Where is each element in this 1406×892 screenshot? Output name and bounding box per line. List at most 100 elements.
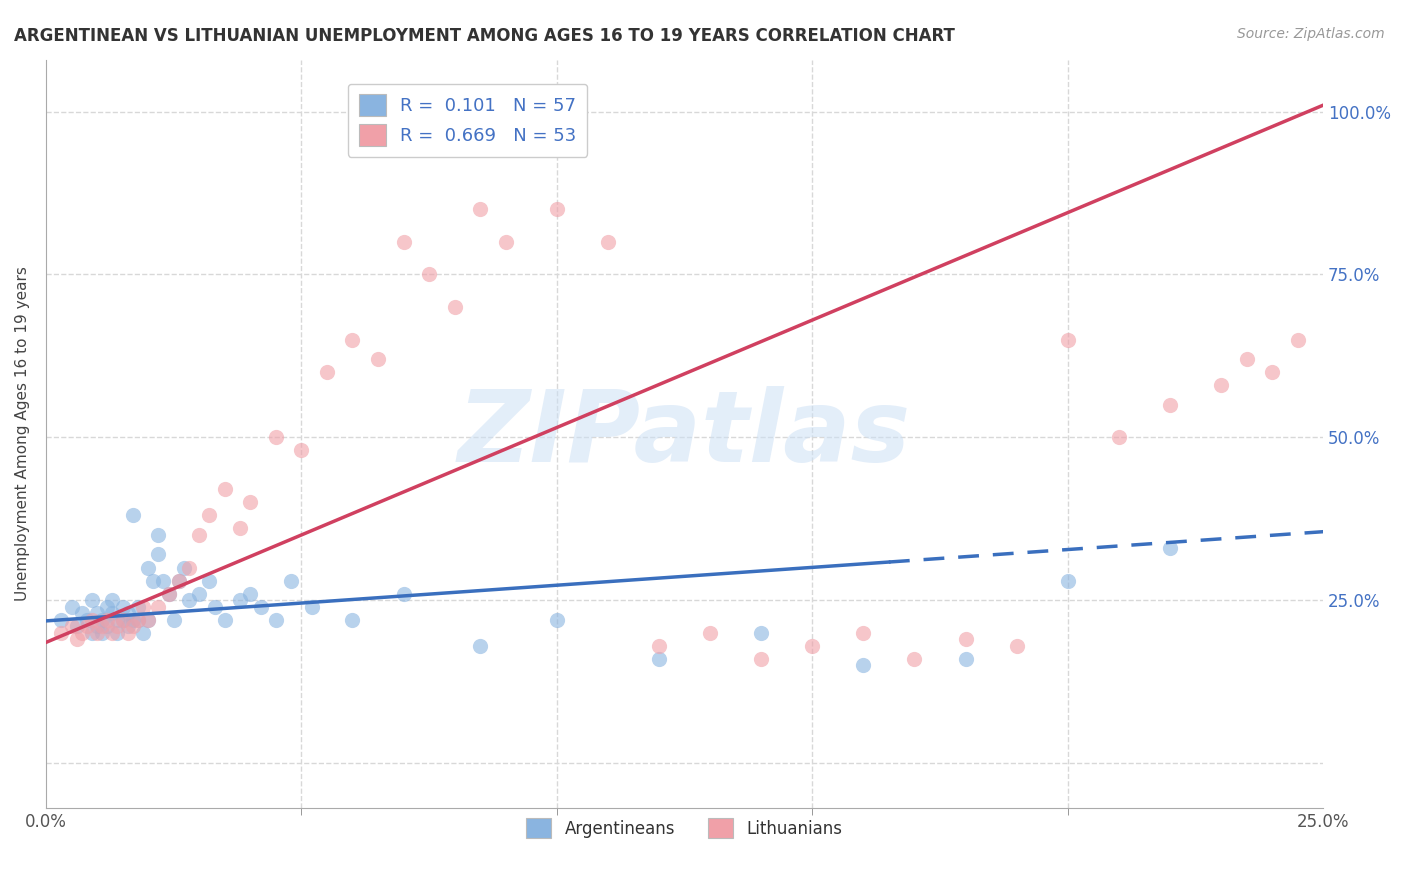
Point (648, 639, 671, 653)
Point (70, 606, 93, 620)
Point (1209, 378, 1232, 392)
Point (367, 352, 389, 367)
Point (188, 528, 211, 542)
Point (198, 574, 221, 588)
Point (51, 613, 73, 627)
Point (1159, 398, 1181, 412)
Point (117, 606, 139, 620)
Point (264, 430, 287, 444)
Point (342, 613, 364, 627)
Point (470, 639, 492, 653)
Point (699, 625, 721, 640)
Point (136, 613, 159, 627)
Point (117, 619, 139, 633)
Point (749, 651, 772, 665)
Point (546, 613, 568, 627)
Point (596, 235, 619, 249)
Text: ARGENTINEAN VS LITHUANIAN UNEMPLOYMENT AMONG AGES 16 TO 19 YEARS CORRELATION CHA: ARGENTINEAN VS LITHUANIAN UNEMPLOYMENT A… (14, 27, 955, 45)
Point (132, 625, 155, 640)
Point (148, 528, 170, 542)
Point (117, 625, 139, 640)
Point (546, 202, 568, 217)
Point (1286, 333, 1309, 347)
Point (157, 586, 180, 600)
Point (96, 599, 118, 614)
Point (1159, 541, 1181, 555)
Point (80, 613, 103, 627)
Point (86, 619, 108, 633)
Point (198, 508, 221, 523)
Point (111, 613, 134, 627)
Point (392, 586, 415, 600)
Point (107, 613, 129, 627)
Point (86, 606, 108, 620)
Point (801, 639, 824, 653)
Point (91, 619, 114, 633)
Point (955, 651, 977, 665)
Point (249, 599, 271, 614)
Text: Source: ZipAtlas.com: Source: ZipAtlas.com (1237, 27, 1385, 41)
Point (214, 613, 236, 627)
Point (51, 625, 73, 640)
Point (443, 300, 465, 314)
Point (1261, 365, 1284, 379)
Point (107, 625, 129, 640)
Point (60, 599, 83, 614)
Point (204, 599, 226, 614)
Point (342, 333, 364, 347)
Point (142, 574, 165, 588)
Point (852, 658, 875, 673)
Point (107, 619, 129, 633)
Point (86, 625, 108, 640)
Point (121, 508, 143, 523)
Point (111, 613, 134, 627)
Point (229, 593, 252, 607)
Point (148, 599, 170, 614)
Point (167, 574, 190, 588)
Point (101, 593, 124, 607)
Point (91, 613, 114, 627)
Point (470, 202, 492, 217)
Point (290, 443, 312, 458)
Legend: Argentineans, Lithuanians: Argentineans, Lithuanians (520, 812, 849, 845)
Point (648, 651, 671, 665)
Point (127, 599, 149, 614)
Point (163, 613, 186, 627)
Point (177, 560, 200, 574)
Point (70, 625, 93, 640)
Point (96, 613, 118, 627)
Point (1108, 430, 1130, 444)
Point (91, 625, 114, 640)
Point (852, 625, 875, 640)
Point (121, 613, 143, 627)
Point (60, 619, 83, 633)
Y-axis label: Unemployment Among Ages 16 to 19 years: Unemployment Among Ages 16 to 19 years (15, 267, 30, 601)
Point (127, 613, 149, 627)
Point (157, 586, 180, 600)
Point (152, 574, 174, 588)
Point (264, 613, 287, 627)
Point (136, 613, 159, 627)
Point (1056, 574, 1078, 588)
Point (418, 268, 440, 282)
Point (229, 521, 252, 535)
Point (749, 625, 772, 640)
Point (80, 593, 103, 607)
Point (1056, 333, 1078, 347)
Point (65, 619, 87, 633)
Point (214, 483, 236, 497)
Point (239, 495, 262, 509)
Point (136, 560, 159, 574)
Point (76, 613, 98, 627)
Text: ZIPatlas: ZIPatlas (458, 385, 911, 483)
Point (121, 619, 143, 633)
Point (955, 632, 977, 647)
Point (1005, 639, 1028, 653)
Point (65, 632, 87, 647)
Point (1236, 352, 1258, 367)
Point (80, 625, 103, 640)
Point (101, 606, 124, 620)
Point (167, 574, 190, 588)
Point (239, 586, 262, 600)
Point (316, 365, 339, 379)
